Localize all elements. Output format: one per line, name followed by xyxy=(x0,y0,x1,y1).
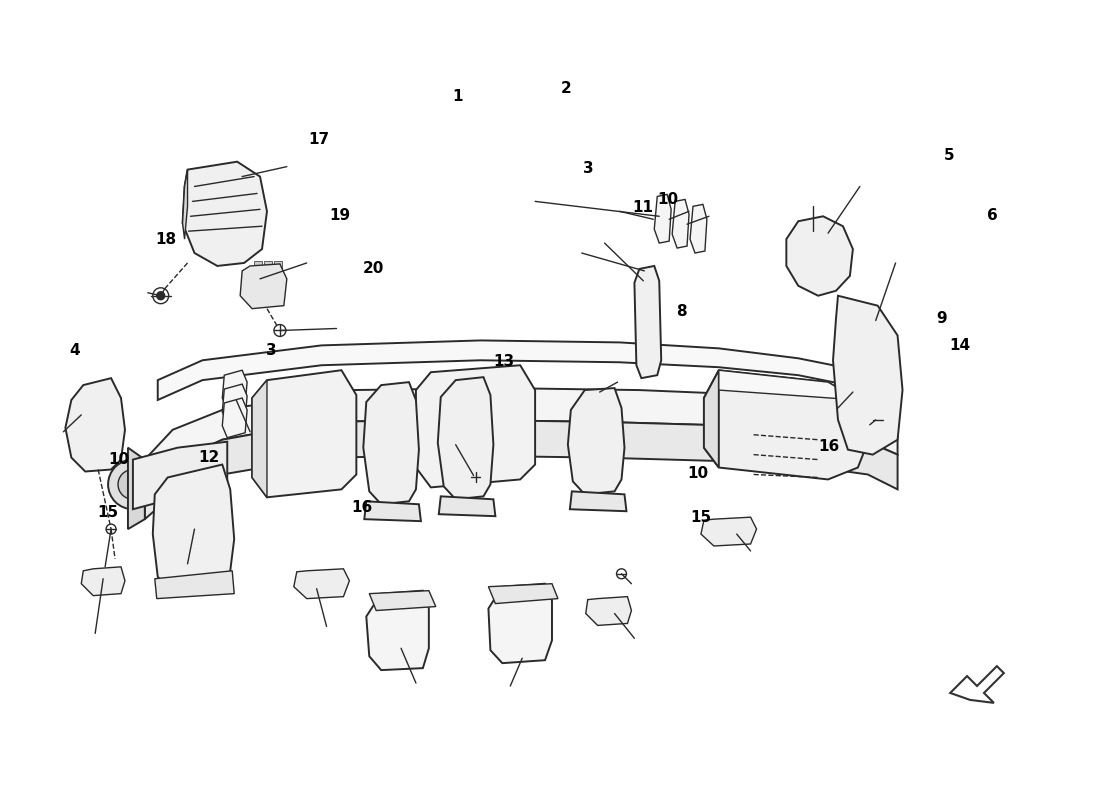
Text: 8: 8 xyxy=(675,303,686,318)
Text: 4: 4 xyxy=(69,343,80,358)
Bar xyxy=(264,275,272,285)
Text: 19: 19 xyxy=(330,208,351,223)
Polygon shape xyxy=(133,442,228,510)
Text: 10: 10 xyxy=(658,192,679,207)
Polygon shape xyxy=(155,571,234,598)
Polygon shape xyxy=(488,584,558,603)
Polygon shape xyxy=(704,370,718,467)
Text: 16: 16 xyxy=(818,438,839,454)
Polygon shape xyxy=(363,382,419,504)
Polygon shape xyxy=(786,216,852,296)
Text: 5: 5 xyxy=(944,148,954,163)
Text: 11: 11 xyxy=(632,200,653,215)
Polygon shape xyxy=(488,584,552,663)
Polygon shape xyxy=(145,420,898,519)
Polygon shape xyxy=(81,567,125,596)
Circle shape xyxy=(118,470,147,499)
Polygon shape xyxy=(654,194,671,243)
Polygon shape xyxy=(950,666,1004,703)
Bar xyxy=(254,275,262,285)
Polygon shape xyxy=(153,465,234,590)
Bar xyxy=(274,275,282,285)
Polygon shape xyxy=(128,448,145,529)
Polygon shape xyxy=(294,569,350,598)
Text: 13: 13 xyxy=(494,354,515,370)
Polygon shape xyxy=(438,377,494,499)
Text: 2: 2 xyxy=(561,81,572,96)
Polygon shape xyxy=(416,366,535,487)
Text: 18: 18 xyxy=(155,232,176,247)
Polygon shape xyxy=(833,296,902,454)
Text: 17: 17 xyxy=(308,132,329,147)
Text: 20: 20 xyxy=(362,262,384,277)
Bar xyxy=(264,261,272,271)
Text: 10: 10 xyxy=(686,466,708,481)
Text: 6: 6 xyxy=(987,208,998,223)
Text: 15: 15 xyxy=(97,506,118,520)
Polygon shape xyxy=(704,370,872,479)
Polygon shape xyxy=(585,597,631,626)
Polygon shape xyxy=(568,388,625,494)
Polygon shape xyxy=(252,380,267,498)
Text: 15: 15 xyxy=(690,510,712,525)
Text: 1: 1 xyxy=(452,89,462,104)
Text: 10: 10 xyxy=(108,452,129,467)
Polygon shape xyxy=(690,204,707,253)
Polygon shape xyxy=(364,502,421,521)
Text: 12: 12 xyxy=(199,450,220,465)
Polygon shape xyxy=(222,398,248,438)
Polygon shape xyxy=(145,388,898,490)
Circle shape xyxy=(108,459,157,510)
Text: 9: 9 xyxy=(936,311,946,326)
Polygon shape xyxy=(635,266,661,378)
Polygon shape xyxy=(439,496,495,516)
Polygon shape xyxy=(222,384,248,424)
Text: 14: 14 xyxy=(949,338,970,354)
Bar xyxy=(274,261,282,271)
Polygon shape xyxy=(222,370,248,410)
Polygon shape xyxy=(570,491,627,511)
Polygon shape xyxy=(157,341,868,400)
Text: 3: 3 xyxy=(583,161,594,175)
Polygon shape xyxy=(65,378,125,471)
Polygon shape xyxy=(370,590,436,610)
Circle shape xyxy=(157,292,165,300)
Polygon shape xyxy=(183,170,187,239)
Polygon shape xyxy=(672,199,689,248)
Polygon shape xyxy=(718,370,858,400)
Bar xyxy=(254,261,262,271)
Text: 3: 3 xyxy=(266,343,277,358)
Polygon shape xyxy=(240,264,287,309)
Polygon shape xyxy=(366,590,429,670)
Text: 16: 16 xyxy=(352,500,373,514)
Polygon shape xyxy=(701,517,757,546)
Polygon shape xyxy=(252,370,356,498)
Polygon shape xyxy=(183,162,267,266)
